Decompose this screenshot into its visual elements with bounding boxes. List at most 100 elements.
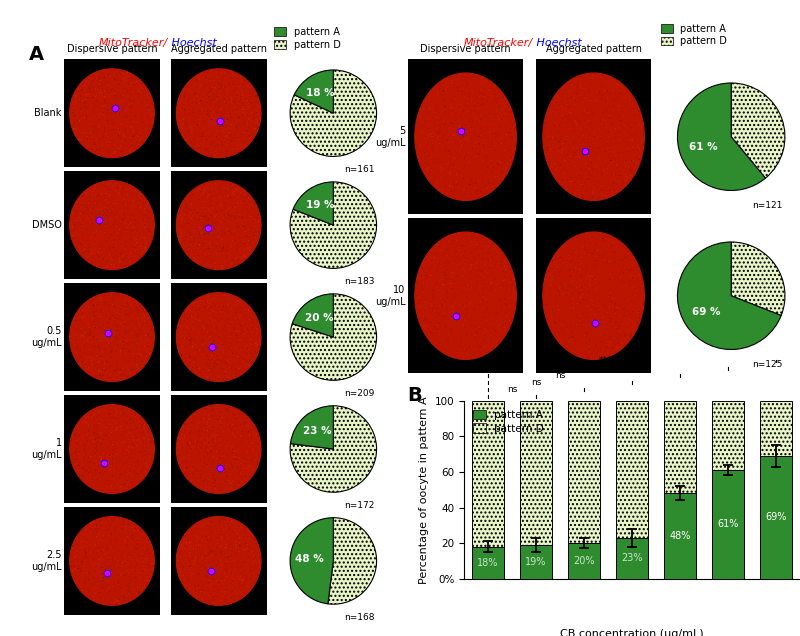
Point (194, 240, 206, 250)
Point (98, 482, 111, 492)
Point (120, 251, 133, 261)
Text: n=161: n=161 (344, 165, 374, 174)
Point (80, 469, 93, 479)
Point (464, 240, 477, 251)
Point (601, 139, 614, 149)
Point (134, 447, 146, 457)
Point (444, 184, 457, 195)
Point (186, 469, 199, 480)
Point (125, 476, 138, 487)
Point (99, 144, 112, 154)
Point (568, 319, 581, 329)
Point (476, 90, 489, 100)
Point (78, 424, 90, 434)
Point (140, 350, 153, 361)
Point (444, 271, 457, 281)
Point (220, 543, 233, 553)
Point (217, 546, 230, 556)
Point (105, 561, 118, 571)
Point (122, 471, 134, 481)
Point (199, 206, 212, 216)
Point (208, 415, 221, 425)
Point (86, 413, 99, 423)
Point (606, 294, 619, 304)
Point (114, 79, 127, 89)
Point (565, 108, 578, 118)
Point (206, 151, 219, 161)
Point (214, 408, 227, 418)
Point (461, 73, 474, 83)
Point (586, 274, 599, 284)
Point (440, 289, 453, 300)
Point (109, 597, 122, 607)
Point (185, 213, 198, 223)
Point (109, 366, 122, 376)
Point (449, 94, 462, 104)
Point (583, 195, 596, 205)
Point (189, 469, 202, 479)
Point (84, 421, 97, 431)
Point (218, 183, 230, 193)
Point (131, 456, 144, 466)
Point (412, 298, 425, 308)
Point (234, 522, 247, 532)
Point (196, 550, 209, 560)
Point (233, 202, 246, 212)
Point (220, 471, 233, 481)
Point (243, 361, 256, 371)
Point (88, 436, 101, 446)
Point (108, 553, 121, 563)
Point (504, 145, 517, 155)
Point (232, 319, 245, 329)
Point (495, 256, 508, 266)
Point (414, 302, 427, 312)
Point (556, 289, 569, 300)
Point (221, 356, 234, 366)
Point (453, 163, 466, 173)
Point (569, 146, 582, 156)
Point (146, 106, 159, 116)
Point (582, 135, 595, 145)
Ellipse shape (543, 73, 644, 200)
Point (554, 152, 567, 162)
Point (442, 258, 455, 268)
Point (475, 260, 488, 270)
Point (562, 324, 574, 335)
Point (216, 303, 229, 314)
Point (114, 529, 126, 539)
Point (247, 579, 260, 590)
Point (77, 417, 90, 427)
Point (122, 366, 135, 377)
Point (566, 153, 579, 163)
Point (93, 190, 106, 200)
Text: 0.5
ug/mL: 0.5 ug/mL (31, 326, 62, 348)
Point (122, 568, 135, 578)
Point (113, 314, 126, 324)
Point (560, 131, 573, 141)
Point (111, 123, 124, 133)
Point (82, 217, 95, 227)
Point (142, 225, 155, 235)
Point (580, 233, 593, 244)
Point (226, 259, 238, 269)
Point (590, 113, 602, 123)
Point (78, 190, 91, 200)
Point (588, 181, 601, 191)
Point (242, 307, 255, 317)
Point (87, 121, 100, 132)
Point (614, 325, 627, 335)
Point (114, 310, 126, 321)
Point (630, 285, 643, 295)
Point (82, 363, 95, 373)
Point (583, 249, 596, 259)
Point (421, 149, 434, 159)
Point (563, 107, 576, 118)
Point (238, 244, 250, 254)
Point (580, 345, 593, 355)
Point (193, 590, 206, 600)
Point (96, 86, 109, 97)
Point (496, 301, 509, 312)
Point (454, 86, 467, 96)
Point (78, 329, 91, 339)
Point (622, 326, 634, 336)
